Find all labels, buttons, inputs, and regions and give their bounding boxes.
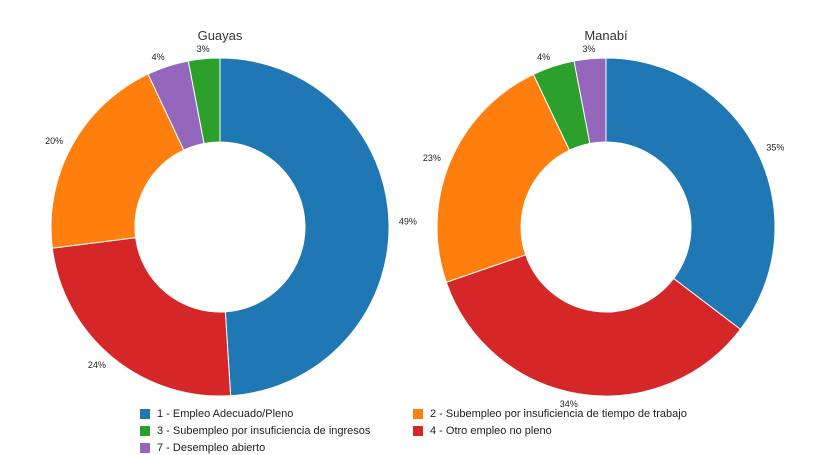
slice-percent-label: 34% [560,399,578,409]
slice-percent-label: 4% [152,52,165,62]
slice-percent-label: 35% [766,143,784,153]
legend-swatch [140,443,150,453]
donut-slice[interactable] [51,237,232,397]
legend-swatch [140,409,150,419]
legend-label: 2 - Subempleo por insuficiencia de tiemp… [430,408,687,420]
legend-item[interactable]: 7 - Desempleo abierto [140,442,265,454]
chart-guayas: Guayas 49% 24% 20% 4% 3% [45,28,417,397]
legend-swatch [413,426,423,436]
slice-percent-label: 4% [537,52,550,62]
legend-label: 7 - Desempleo abierto [157,442,266,454]
legend-label: 1 - Empleo Adecuado/Pleno [157,408,294,420]
legend-swatch [140,426,150,436]
legend-item[interactable]: 3 - Subempleo por insuficiencia de ingre… [140,425,370,437]
donut-slice[interactable] [187,57,221,145]
legend-item[interactable]: 4 - Otro empleo no pleno [413,425,552,437]
legend-label: 4 - Otro empleo no pleno [430,425,552,437]
slice-percent-label: 20% [45,136,63,146]
donut-slice[interactable] [50,73,185,249]
chart-manabi: Manabí 35% 34% 23% 4% 3% [423,28,785,409]
slice-percent-label: 3% [197,44,210,54]
donut-slice[interactable] [436,73,571,283]
donut-slice[interactable] [573,57,607,145]
donut-slice[interactable] [219,57,390,397]
chart-title: Manabí [584,28,628,43]
donut-slice[interactable] [605,57,776,331]
slice-percent-label: 23% [423,153,441,163]
legend-item[interactable]: 1 - Empleo Adecuado/Pleno [140,408,293,420]
legend-label: 3 - Subempleo por insuficiencia de ingre… [157,425,371,437]
legend-swatch [413,409,423,419]
legend: 1 - Empleo Adecuado/Pleno 2 - Subempleo … [140,408,740,454]
slice-percent-label: 49% [399,216,417,226]
slice-percent-label: 24% [88,360,106,370]
chart-title: Guayas [198,28,243,43]
legend-item[interactable]: 2 - Subempleo por insuficiencia de tiemp… [413,408,687,420]
donut-slice[interactable] [445,254,742,397]
slice-percent-label: 3% [582,44,595,54]
